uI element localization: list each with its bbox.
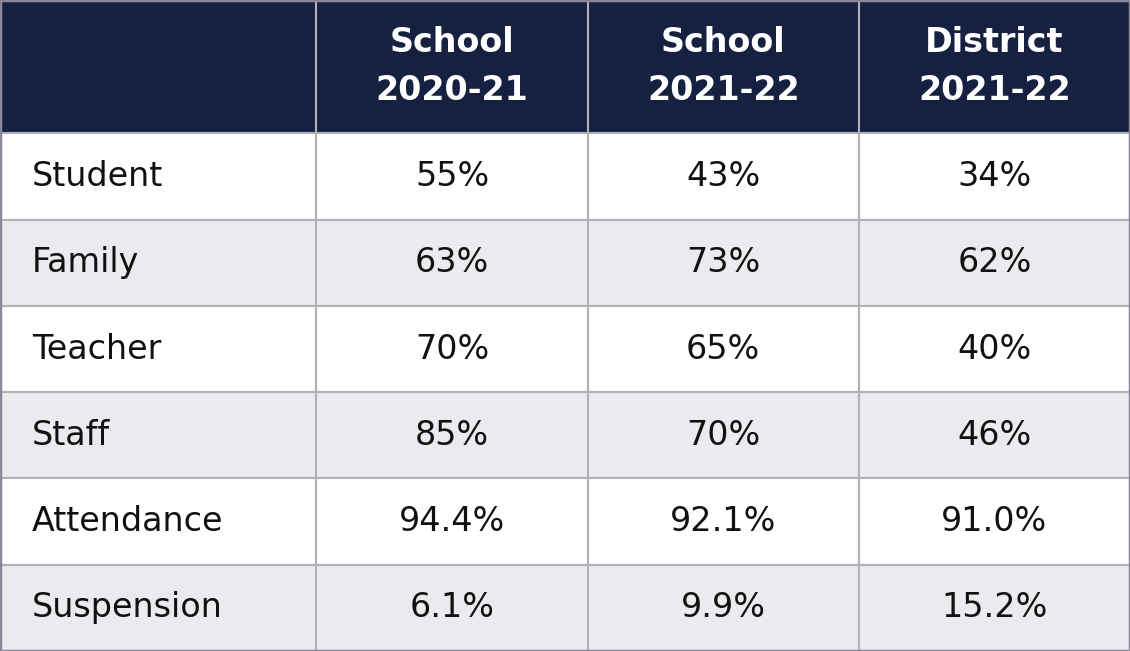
Bar [0,564,316,651]
Bar [859,306,1130,392]
Bar [316,133,588,219]
Bar [588,478,859,565]
Bar [859,392,1130,478]
Text: 63%: 63% [415,246,489,279]
Text: Teacher: Teacher [32,333,160,366]
Bar [316,0,588,133]
Bar [0,306,316,392]
Text: 94.4%: 94.4% [399,505,505,538]
Text: 70%: 70% [686,419,760,452]
Text: 70%: 70% [415,333,489,366]
Bar [316,219,588,306]
Text: 2021-22: 2021-22 [646,74,800,107]
Text: District: District [925,26,1063,59]
Text: 62%: 62% [957,246,1032,279]
Bar [588,0,859,133]
Text: School: School [661,26,785,59]
Bar [588,133,859,219]
Text: 15.2%: 15.2% [941,591,1048,624]
Bar [588,306,859,392]
Bar [588,219,859,306]
Text: 34%: 34% [957,160,1032,193]
Bar [0,133,316,219]
Bar [859,478,1130,565]
Text: Student: Student [32,160,163,193]
Text: School: School [390,26,514,59]
Text: 40%: 40% [957,333,1032,366]
Text: 55%: 55% [415,160,489,193]
Bar [316,306,588,392]
Bar [316,392,588,478]
Text: Family: Family [32,246,139,279]
Text: 85%: 85% [415,419,489,452]
Text: 2021-22: 2021-22 [918,74,1071,107]
Text: 6.1%: 6.1% [409,591,495,624]
Text: 91.0%: 91.0% [941,505,1048,538]
Text: Suspension: Suspension [32,591,223,624]
Text: 65%: 65% [686,333,760,366]
Text: 2020-21: 2020-21 [375,74,529,107]
Bar [0,478,316,565]
Text: 9.9%: 9.9% [680,591,766,624]
Bar [859,219,1130,306]
Bar [0,392,316,478]
Bar [859,133,1130,219]
Bar [0,219,316,306]
Bar [0,0,316,133]
Bar [316,478,588,565]
Bar [588,392,859,478]
Bar [316,564,588,651]
Text: 43%: 43% [686,160,760,193]
Text: 73%: 73% [686,246,760,279]
Bar [588,564,859,651]
Bar [859,0,1130,133]
Text: Attendance: Attendance [32,505,223,538]
Text: Staff: Staff [32,419,110,452]
Text: 92.1%: 92.1% [670,505,776,538]
Text: 46%: 46% [957,419,1032,452]
Bar [859,564,1130,651]
